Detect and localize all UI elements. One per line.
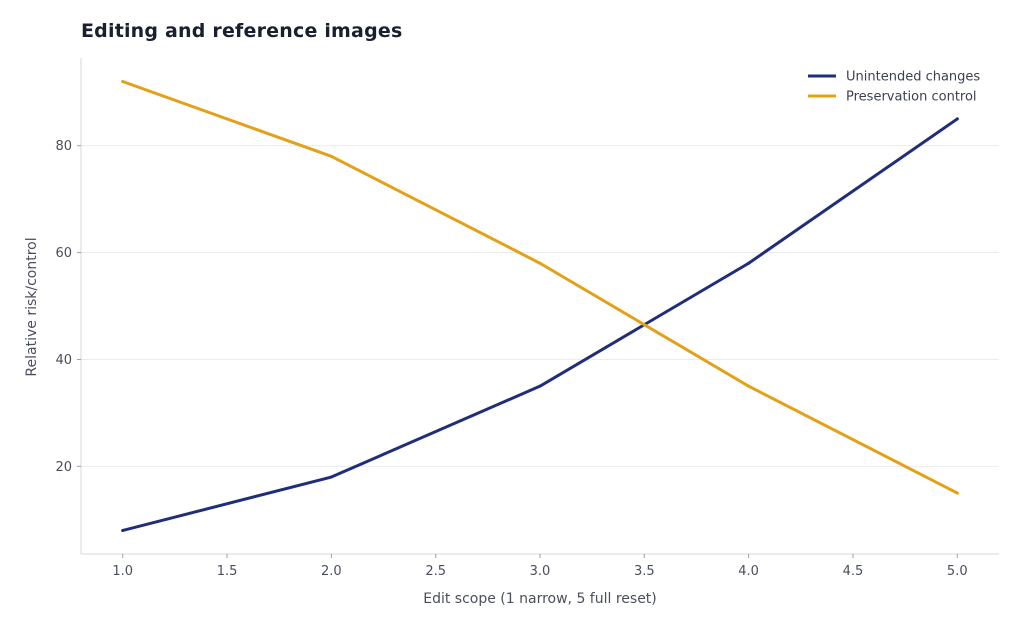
chart-title: Editing and reference images bbox=[81, 20, 403, 42]
x-axis-label: Edit scope (1 narrow, 5 full reset) bbox=[423, 591, 657, 607]
x-tick-label: 3.5 bbox=[634, 564, 655, 579]
y-tick-label: 40 bbox=[55, 353, 72, 368]
data-point-series-1 bbox=[955, 117, 959, 121]
x-tick-label: 1.0 bbox=[112, 564, 133, 579]
x-tick-label: 4.5 bbox=[843, 564, 864, 579]
series-line-2 bbox=[121, 80, 959, 495]
series-lines bbox=[121, 80, 959, 532]
y-tick-label: 80 bbox=[55, 139, 72, 154]
y-tick-label: 20 bbox=[55, 460, 72, 475]
data-point-series-2 bbox=[747, 384, 751, 388]
tick-labels: 20 40 60 80 1.0 1.5 2.0 2.5 3.0 3.5 4.0 4.5 5.0 bbox=[55, 139, 967, 579]
x-tick-label: 3.0 bbox=[530, 564, 551, 579]
data-point-series-1 bbox=[121, 528, 125, 532]
gridlines bbox=[81, 145, 999, 467]
series-line-1 bbox=[121, 117, 959, 532]
y-tick-label: 60 bbox=[55, 246, 72, 261]
x-tick-label: 2.5 bbox=[425, 564, 446, 579]
y-axis-label: Relative risk/control bbox=[24, 237, 40, 376]
x-tick-label: 1.5 bbox=[217, 564, 238, 579]
data-point-series-2 bbox=[538, 261, 542, 265]
legend-label-1: Unintended changes bbox=[846, 70, 980, 85]
legend-label-2: Preservation control bbox=[846, 90, 977, 105]
x-tick-label: 2.0 bbox=[321, 564, 342, 579]
data-point-series-1 bbox=[329, 475, 333, 479]
data-point-series-2 bbox=[121, 80, 125, 84]
x-tick-label: 4.0 bbox=[738, 564, 759, 579]
x-tick-label: 5.0 bbox=[947, 564, 968, 579]
data-point-series-2 bbox=[329, 154, 333, 158]
axes bbox=[80, 58, 999, 555]
legend: Unintended changes Preservation control bbox=[808, 70, 980, 105]
data-point-series-2 bbox=[955, 491, 959, 495]
data-point-series-1 bbox=[538, 384, 542, 388]
data-point-series-1 bbox=[747, 261, 751, 265]
